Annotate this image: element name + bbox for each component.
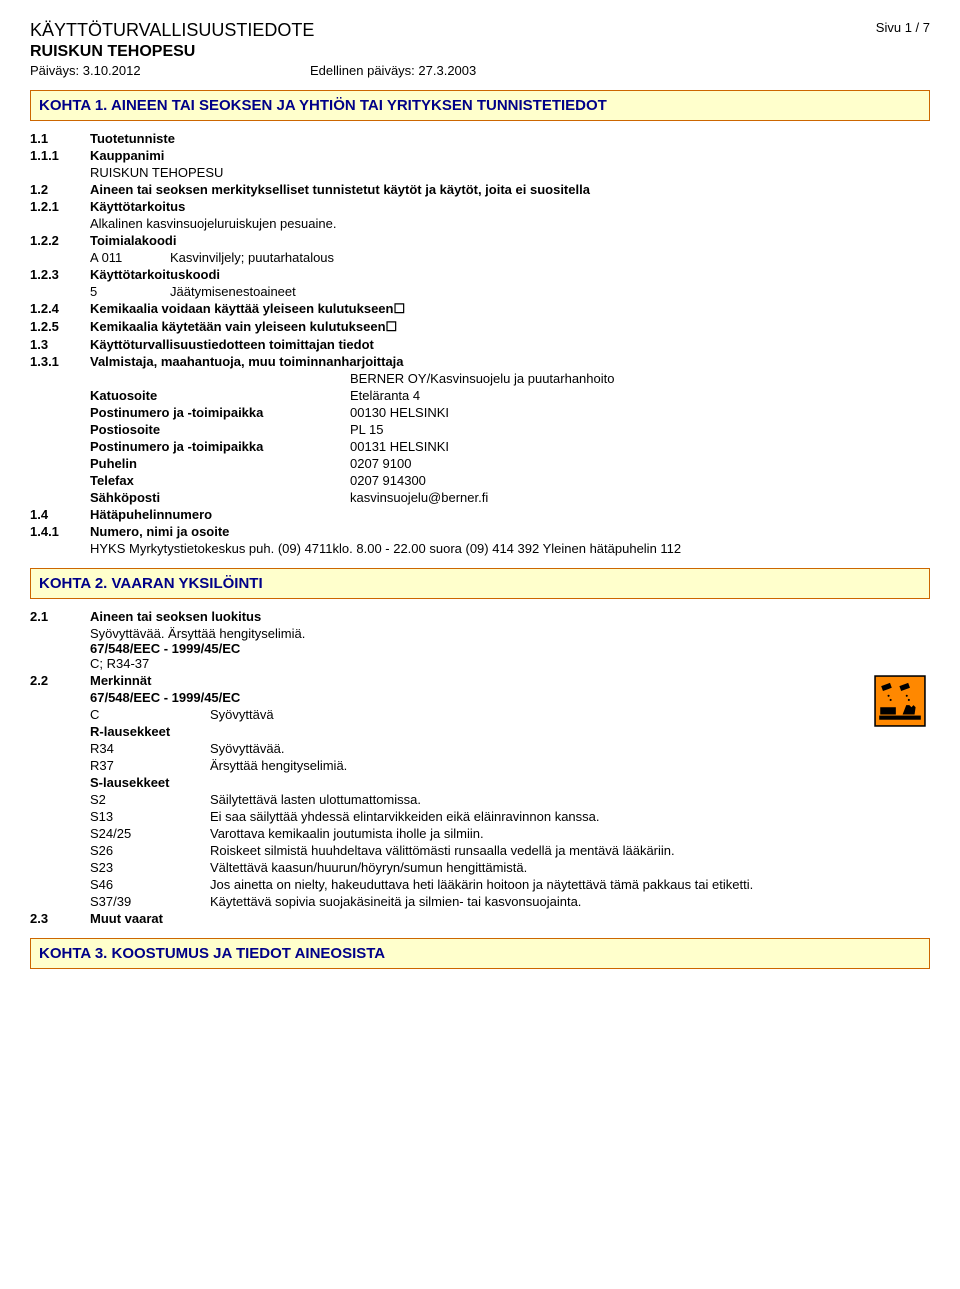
item-num: 1.3.1 <box>30 354 90 369</box>
classification-reg: 67/548/EEC - 1999/45/EC <box>90 641 930 656</box>
s-code: S23 <box>90 860 210 875</box>
industry-code: A 011 <box>90 250 170 265</box>
item-label: Hätäpuhelinnumero <box>90 507 212 522</box>
page-number: Sivu 1 / 7 <box>876 20 930 35</box>
addr-postal: 00130 HELSINKI <box>350 405 449 420</box>
industry-desc: Kasvinviljely; puutarhatalous <box>170 250 334 265</box>
s-code: S46 <box>90 877 210 892</box>
manufacturer-name: BERNER OY/Kasvinsuojelu ja puutarhanhoit… <box>350 371 614 386</box>
use-description: Alkalinen kasvinsuojeluruiskujen pesuain… <box>90 216 336 231</box>
item-label: Muut vaarat <box>90 911 163 926</box>
trade-name: RUISKUN TEHOPESU <box>90 165 223 180</box>
s-text: Käytettävä sopivia suojakäsineitä ja sil… <box>210 894 930 909</box>
date: Päiväys: 3.10.2012 <box>30 63 310 78</box>
item-label: Toimialakoodi <box>90 233 176 248</box>
item-num: 1.2.2 <box>30 233 90 248</box>
s-code: S24/25 <box>90 826 210 841</box>
s-code: S2 <box>90 792 210 807</box>
addr-street: Eteläranta 4 <box>350 388 420 403</box>
page-header: Sivu 1 / 7 KÄYTTÖTURVALLISUUSTIEDOTE RUI… <box>30 20 930 78</box>
addr-fax: 0207 914300 <box>350 473 426 488</box>
s-code: S26 <box>90 843 210 858</box>
use-code-desc: Jäätymisenestoaineet <box>170 284 296 299</box>
addr-phone-label: Puhelin <box>90 456 350 471</box>
label-reg: 67/548/EEC - 1999/45/EC <box>90 690 930 705</box>
item-label: Merkinnät <box>90 673 151 688</box>
addr-fax-label: Telefax <box>90 473 350 488</box>
item-num: 1.4 <box>30 507 90 522</box>
item-label: Numero, nimi ja osoite <box>90 524 229 539</box>
classification-text: Syövyttävää. Ärsyttää hengityselimiä. <box>90 626 930 641</box>
item-label: Aineen tai seoksen luokitus <box>90 609 261 624</box>
s-text: Vältettävä kaasun/huurun/höyryn/sumun he… <box>210 860 930 875</box>
item-num: 1.2.3 <box>30 267 90 282</box>
addr-postal-label: Postinumero ja -toimipaikka <box>90 405 350 420</box>
s-text: Säilytettävä lasten ulottumattomissa. <box>210 792 930 807</box>
item-num: 1.1.1 <box>30 148 90 163</box>
item-num: 2.1 <box>30 609 90 624</box>
addr-phone: 0207 9100 <box>350 456 411 471</box>
product-name: RUISKUN TEHOPESU <box>30 43 930 61</box>
s-phrases-label: S-lausekkeet <box>90 775 930 790</box>
addr-postal2: 00131 HELSINKI <box>350 439 449 454</box>
s-text: Roiskeet silmistä huuhdeltava välittömäs… <box>210 843 930 858</box>
prev-date: Edellinen päiväys: 27.3.2003 <box>310 63 476 78</box>
item-num: 1.4.1 <box>30 524 90 539</box>
item-num: 1.2 <box>30 182 90 197</box>
addr-postal2-label: Postinumero ja -toimipaikka <box>90 439 350 454</box>
addr-street-label: Katuosoite <box>90 388 350 403</box>
emergency-phone: HYKS Myrkytystietokeskus puh. (09) 4711k… <box>90 541 681 556</box>
r-code: R34 <box>90 741 210 756</box>
item-label: Käyttötarkoitus <box>90 199 185 214</box>
corrosive-hazard-icon <box>874 675 926 730</box>
item-label: Käyttöturvallisuustiedotteen toimittajan… <box>90 337 374 352</box>
addr-pobox: PL 15 <box>350 422 384 437</box>
r-phrases-label: R-lausekkeet <box>90 724 930 739</box>
addr-email: kasvinsuojelu@berner.fi <box>350 490 488 505</box>
item-label: Kemikaalia käytetään vain yleiseen kulut… <box>90 319 397 335</box>
hazard-symbol-text: Syövyttävä <box>210 707 862 722</box>
addr-email-label: Sähköposti <box>90 490 350 505</box>
use-code: 5 <box>90 284 170 299</box>
r-text: Syövyttävää. <box>210 741 930 756</box>
s-code: S13 <box>90 809 210 824</box>
item-num: 1.2.5 <box>30 319 90 334</box>
item-num: 1.2.4 <box>30 301 90 316</box>
s-text: Varottava kemikaalin joutumista iholle j… <box>210 826 930 841</box>
hazard-symbol-code: C <box>90 707 210 722</box>
item-label: Kauppanimi <box>90 148 164 163</box>
item-num: 1.3 <box>30 337 90 352</box>
r-code: R37 <box>90 758 210 773</box>
item-label: Kemikaalia voidaan käyttää yleiseen kulu… <box>90 301 405 317</box>
item-label: Valmistaja, maahantuoja, muu toiminnanha… <box>90 354 404 369</box>
doc-title: KÄYTTÖTURVALLISUUSTIEDOTE <box>30 20 930 41</box>
classification-codes: C; R34-37 <box>90 656 930 671</box>
item-num: 2.2 <box>30 673 90 688</box>
item-num: 1.1 <box>30 131 90 146</box>
item-num: 2.3 <box>30 911 90 926</box>
s-text: Ei saa säilyttää yhdessä elintarvikkeide… <box>210 809 930 824</box>
section-1-header: KOHTA 1. AINEEN TAI SEOKSEN JA YHTIÖN TA… <box>30 90 930 121</box>
s-code: S37/39 <box>90 894 210 909</box>
item-num: 1.2.1 <box>30 199 90 214</box>
r-text: Ärsyttää hengityselimiä. <box>210 758 930 773</box>
section-2-header: KOHTA 2. VAARAN YKSILÖINTI <box>30 568 930 599</box>
addr-pobox-label: Postiosoite <box>90 422 350 437</box>
item-label: Aineen tai seoksen merkitykselliset tunn… <box>90 182 590 197</box>
item-label: Käyttötarkoituskoodi <box>90 267 220 282</box>
item-label: Tuotetunniste <box>90 131 175 146</box>
s-text: Jos ainetta on nielty, hakeuduttava heti… <box>210 877 930 892</box>
section-3-header: KOHTA 3. KOOSTUMUS JA TIEDOT AINEOSISTA <box>30 938 930 969</box>
